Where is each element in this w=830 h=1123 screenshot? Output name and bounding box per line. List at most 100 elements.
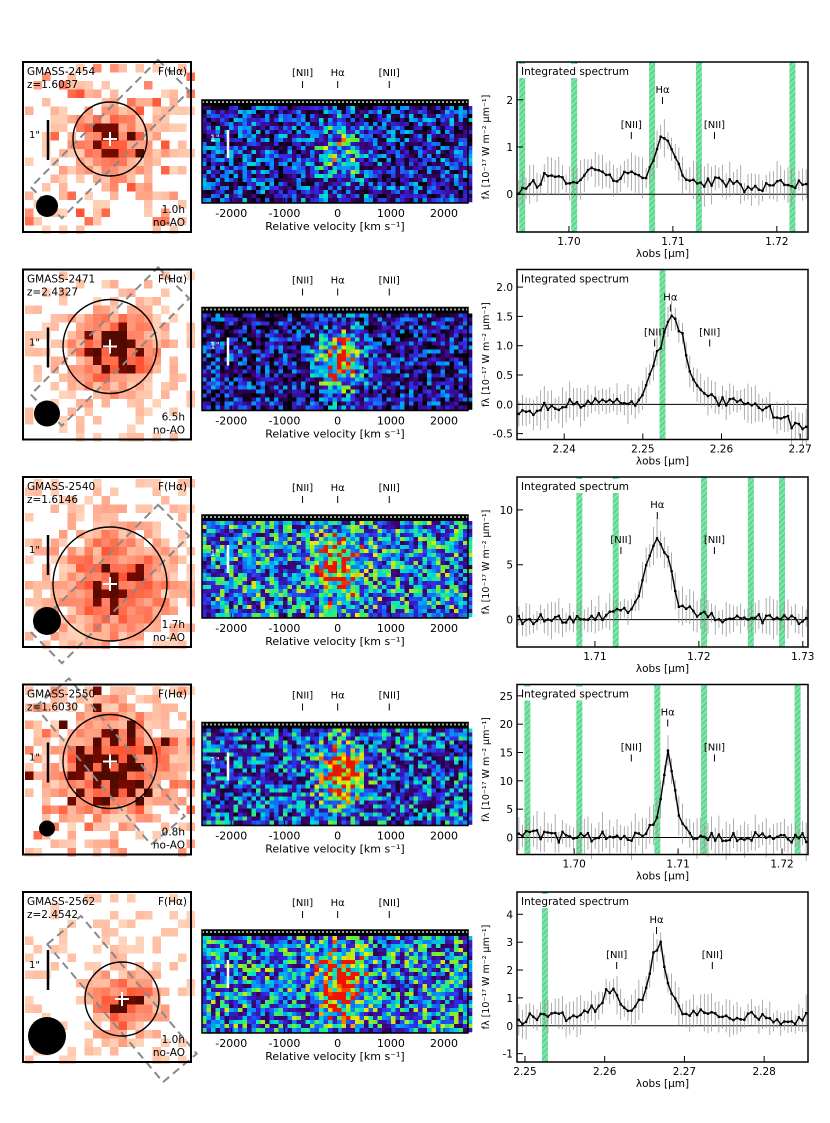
spectrum-point bbox=[554, 176, 556, 178]
spectrum-pixel bbox=[324, 406, 329, 410]
spectrum-pixel bbox=[454, 533, 459, 537]
spectrum-pixel bbox=[391, 150, 396, 154]
spectrum-pixel bbox=[243, 158, 248, 162]
spectrum-pixel bbox=[283, 150, 288, 154]
spectrum-pixel bbox=[396, 326, 401, 330]
spectrum-pixel bbox=[423, 557, 428, 561]
spectrum-pixel bbox=[409, 122, 414, 126]
spectrum-pixel bbox=[414, 154, 419, 158]
spectrum-pixel bbox=[238, 314, 243, 318]
spectrum-pixel bbox=[373, 386, 378, 390]
sky-line-band bbox=[649, 62, 655, 232]
map-pixel bbox=[144, 158, 153, 167]
spectrum-pixel bbox=[315, 557, 320, 561]
spectrum-pixel bbox=[436, 126, 441, 130]
spectrum-pixel bbox=[351, 561, 356, 565]
spectrum-edge-dot bbox=[270, 101, 272, 103]
spectrum-pixel bbox=[225, 521, 230, 525]
spectrum-pixel bbox=[328, 402, 333, 406]
spectrum-pixel bbox=[247, 326, 252, 330]
spectrum-pixel bbox=[423, 573, 428, 577]
spectrum-pixel bbox=[400, 390, 405, 394]
spectrum-pixel bbox=[387, 118, 392, 122]
spectrum-pixel bbox=[283, 378, 288, 382]
spectrum-pixel bbox=[225, 573, 230, 577]
spectrum-pixel bbox=[427, 314, 432, 318]
spectrum-pixel bbox=[405, 529, 410, 533]
spectrum-pixel bbox=[247, 362, 252, 366]
spectrum-pixel bbox=[337, 146, 342, 150]
spectrum-pixel bbox=[297, 537, 302, 541]
spectrum-pixel bbox=[301, 378, 306, 382]
spectrum-pixel bbox=[387, 541, 392, 545]
spectrum-edge-dot bbox=[210, 101, 212, 103]
spectrum-pixel bbox=[391, 342, 396, 346]
spectrum-pixel bbox=[252, 158, 257, 162]
y-tick-label: 1 bbox=[506, 142, 513, 154]
spectrum-pixel bbox=[270, 406, 275, 410]
spectrum-pixel bbox=[207, 569, 212, 573]
spectrum-pixel bbox=[432, 553, 437, 557]
map-pixel bbox=[170, 564, 179, 573]
spectrum-pixel bbox=[292, 122, 297, 126]
spectrum-pixel bbox=[463, 350, 468, 354]
map-pixel bbox=[93, 141, 102, 150]
spectrum-point bbox=[725, 185, 727, 187]
spectrum-pixel bbox=[346, 553, 351, 557]
spectrum-pixel bbox=[405, 326, 410, 330]
map-pixel bbox=[127, 624, 136, 633]
spectrum-pixel bbox=[369, 537, 374, 541]
spectrum-pixel bbox=[225, 178, 230, 182]
spectrum-pixel bbox=[252, 126, 257, 130]
spectrum-pixel bbox=[297, 162, 302, 166]
spectrum-pixel bbox=[297, 158, 302, 162]
spectrum-pixel bbox=[207, 110, 212, 114]
spectrum-pixel bbox=[279, 573, 284, 577]
spectrum-pixel bbox=[369, 366, 374, 370]
spectrum-pixel bbox=[418, 318, 423, 322]
spectrum-pixel bbox=[288, 198, 293, 202]
spectrum-pixel bbox=[301, 561, 306, 565]
spectrum-pixel bbox=[346, 382, 351, 386]
spectrum-pixel bbox=[396, 158, 401, 162]
spectrum-pixel bbox=[337, 174, 342, 178]
map-pixel bbox=[170, 590, 179, 599]
spectrum-pixel bbox=[346, 114, 351, 118]
spectrum-pixel bbox=[333, 557, 338, 561]
spectrum-pixel bbox=[432, 110, 437, 114]
spectrum-pixel bbox=[328, 370, 333, 374]
spectrum-pixel bbox=[279, 198, 284, 202]
spectrum-point bbox=[772, 184, 774, 186]
spectrum-pixel bbox=[247, 118, 252, 122]
spectrum-pixel bbox=[306, 398, 311, 402]
spectrum-point bbox=[609, 399, 611, 401]
spectrum-pixel bbox=[319, 557, 324, 561]
spectrum-pixel bbox=[378, 390, 383, 394]
velocity-tick-label: -2000 bbox=[215, 415, 247, 428]
spectrum-pixel bbox=[211, 390, 216, 394]
spectrum-pixel bbox=[256, 378, 261, 382]
spectrum-pixel bbox=[351, 354, 356, 358]
spectrum-pixel bbox=[220, 190, 225, 194]
spectrum-pixel bbox=[441, 525, 446, 529]
spectrum-pixel bbox=[333, 322, 338, 326]
spectrum-pixel bbox=[319, 565, 324, 569]
spectrum-pixel bbox=[225, 118, 230, 122]
spectrum-pixel bbox=[450, 557, 455, 561]
spectrum-pixel bbox=[243, 569, 248, 573]
spectrum-pixel bbox=[387, 362, 392, 366]
spectrum-pixel bbox=[301, 146, 306, 150]
spectrum-pixel bbox=[301, 178, 306, 182]
spectrum-pixel bbox=[382, 378, 387, 382]
spectrum-pixel bbox=[324, 366, 329, 370]
spectrum-pixel bbox=[373, 318, 378, 322]
spectrum-pixel bbox=[351, 334, 356, 338]
spectrum-pixel bbox=[432, 370, 437, 374]
spectrum-pixel bbox=[459, 362, 464, 366]
spectrum-pixel bbox=[301, 330, 306, 334]
spectrum-pixel bbox=[238, 573, 243, 577]
spectrum-pixel bbox=[310, 402, 315, 406]
spectrum-pixel bbox=[387, 186, 392, 190]
spectrum-pixel bbox=[450, 170, 455, 174]
spectrum-pixel bbox=[450, 525, 455, 529]
